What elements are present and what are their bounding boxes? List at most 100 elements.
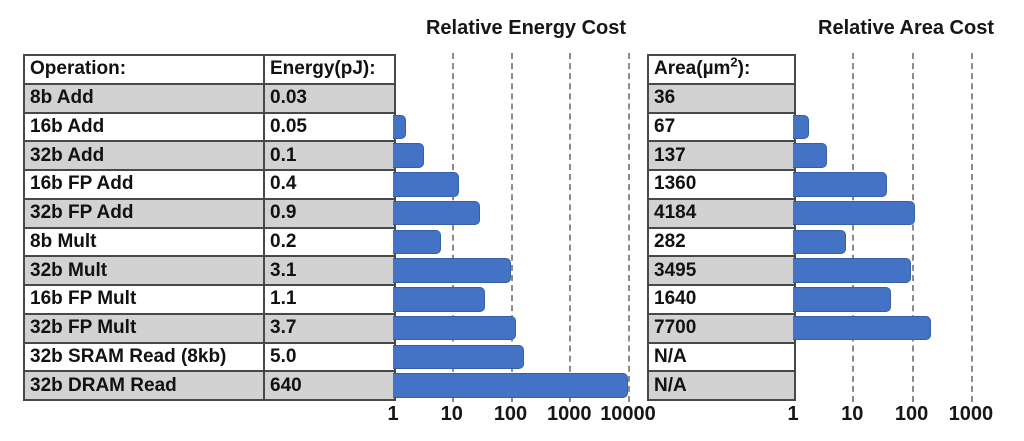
table-row: 4184 (647, 197, 796, 229)
area-table: Area(µm2): 36 67 137 1360 4184 282 3495 1640 770… (647, 54, 796, 401)
operation-cell: 16b FP Add (23, 169, 265, 200)
operation-cell: 8b Mult (23, 226, 265, 258)
axis-tick-label: 1 (787, 403, 799, 425)
gridline (510, 53, 513, 402)
table-row: 32b FP Add 0.9 (23, 197, 396, 229)
area-value-cell: 282 (647, 226, 796, 258)
operation-cell: 32b SRAM Read (8kb) (23, 341, 265, 373)
area-value-cell: 4184 (647, 197, 796, 229)
energy-bar (393, 114, 407, 140)
energy-value-cell: 0.05 (263, 111, 396, 143)
energy-bar (393, 229, 442, 255)
gridline (852, 53, 855, 402)
operation-cell: 16b FP Mult (23, 284, 265, 315)
table-row: 16b FP Mult 1.1 (23, 284, 396, 315)
table-row: 36 (647, 82, 796, 114)
table-row: 8b Add 0.03 (23, 82, 396, 114)
area-bar (793, 258, 911, 283)
area-chart-x-axis: 1 10 100 1000 (787, 403, 1018, 431)
operation-energy-table: Operation: Energy(pJ): 8b Add 0.03 16b Add… (23, 54, 396, 401)
area-bar (793, 287, 892, 312)
area-value-cell: N/A (647, 370, 796, 401)
area-value-cell: 67 (647, 111, 796, 143)
table-row: 8b Mult 0.2 (23, 226, 396, 258)
axis-tick-label: 1000 (948, 403, 994, 425)
operation-header-cell: Operation: (23, 54, 265, 85)
operation-cell: 32b FP Mult (23, 312, 265, 344)
gridline (569, 53, 572, 402)
table-header-row: Area(µm2): (647, 54, 796, 85)
gridline (970, 53, 973, 402)
axis-tick-label: 100 (894, 403, 929, 425)
axis-tick-label: 1000 (547, 403, 592, 425)
energy-value-cell: 1.1 (263, 284, 396, 315)
energy-value-cell: 0.03 (263, 82, 396, 114)
table-row: 1360 (647, 169, 796, 200)
area-header-cell: Area(µm2): (647, 54, 796, 85)
energy-bar (393, 200, 480, 226)
operation-cell: 32b Mult (23, 255, 265, 286)
area-bar (793, 114, 809, 140)
axis-tick-label: 10 (440, 403, 463, 425)
area-value-cell: 7700 (647, 312, 796, 344)
area-bar (793, 172, 887, 197)
area-bar (793, 315, 932, 341)
axis-tick-label: 1 (387, 403, 399, 425)
axis-tick-label: 10000 (600, 403, 656, 425)
energy-bar (393, 143, 424, 168)
table-row: 67 (647, 111, 796, 143)
energy-bar (393, 172, 460, 197)
operation-cell: 32b DRAM Read (23, 370, 265, 401)
table-row: 137 (647, 140, 796, 171)
energy-chart-plot (393, 53, 638, 402)
area-value-cell: 1640 (647, 284, 796, 315)
energy-value-cell: 5.0 (263, 341, 396, 373)
energy-value-cell: 3.7 (263, 312, 396, 344)
energy-bar (393, 344, 524, 370)
table-row: 32b Add 0.1 (23, 140, 396, 171)
energy-chart-x-axis: 1 10 100 1000 10000 (387, 403, 655, 431)
axis-tick-label: 10 (841, 403, 864, 425)
table-row: 1640 (647, 284, 796, 315)
table-row: 32b DRAM Read 640 (23, 370, 396, 401)
operation-cell: 32b FP Add (23, 197, 265, 229)
area-value-cell: 36 (647, 82, 796, 114)
axis-tick-label: 100 (493, 403, 528, 425)
table-row: 282 (647, 226, 796, 258)
energy-bar (393, 258, 512, 283)
area-bar (793, 229, 846, 255)
energy-header-cell: Energy(pJ): (263, 54, 396, 85)
area-value-cell: 137 (647, 140, 796, 171)
table-row: 32b SRAM Read (8kb) 5.0 (23, 341, 396, 373)
energy-bar (393, 373, 628, 398)
gridline (451, 53, 454, 402)
energy-chart-title: Relative Energy Cost (425, 17, 627, 39)
table-header-row: Operation: Energy(pJ): (23, 54, 396, 85)
area-bar (793, 200, 916, 226)
area-value-cell: 1360 (647, 169, 796, 200)
operation-cell: 32b Add (23, 140, 265, 171)
area-bar (793, 143, 828, 168)
energy-value-cell: 0.4 (263, 169, 396, 200)
operation-cell: 8b Add (23, 82, 265, 114)
table-row: N/A (647, 341, 796, 373)
table-row: 7700 (647, 312, 796, 344)
area-value-cell: N/A (647, 341, 796, 373)
table-row: 32b Mult 3.1 (23, 255, 396, 286)
energy-value-cell: 640 (263, 370, 396, 401)
table-row: 16b Add 0.05 (23, 111, 396, 143)
energy-bar (393, 315, 516, 341)
area-value-cell: 3495 (647, 255, 796, 286)
energy-value-cell: 3.1 (263, 255, 396, 286)
gridline (911, 53, 914, 402)
gridline (628, 53, 630, 402)
operation-cell: 16b Add (23, 111, 265, 143)
energy-bar (393, 287, 485, 312)
energy-value-cell: 0.1 (263, 140, 396, 171)
area-chart-title: Relative Area Cost (818, 17, 994, 39)
table-row: 32b FP Mult 3.7 (23, 312, 396, 344)
table-row: 16b FP Add 0.4 (23, 169, 396, 200)
energy-value-cell: 0.2 (263, 226, 396, 258)
area-chart-plot (793, 53, 1018, 402)
